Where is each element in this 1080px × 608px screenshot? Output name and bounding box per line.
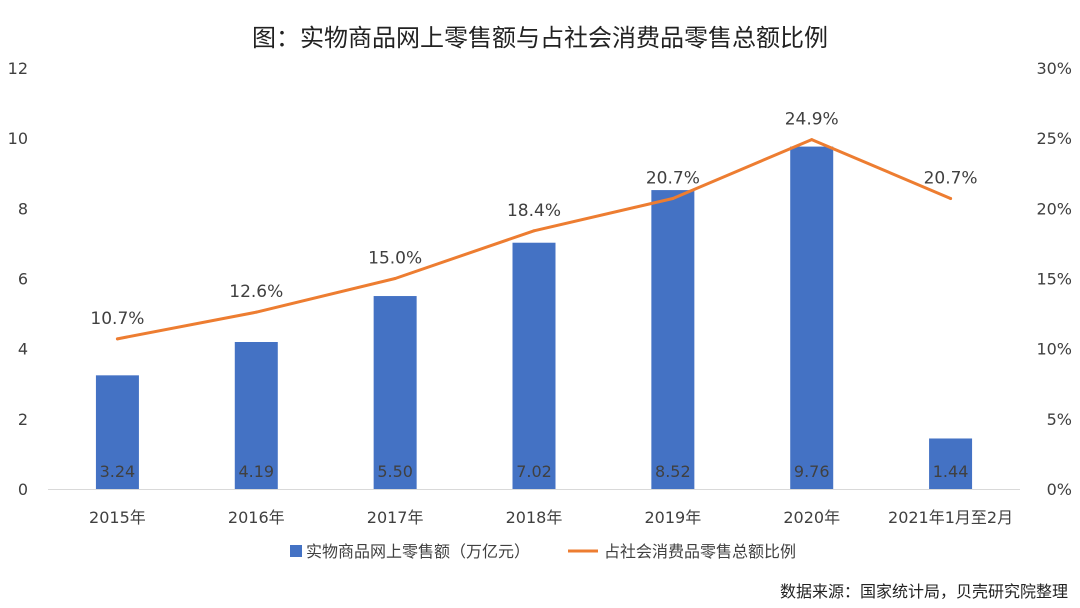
line-point [115, 337, 119, 341]
y-right-tick-label: 10% [1036, 340, 1072, 359]
bar [373, 296, 417, 489]
bar-value-label: 5.50 [377, 462, 413, 481]
bar-value-label: 4.19 [238, 462, 274, 481]
y-left-tick-label: 8 [18, 199, 28, 218]
y-left-tick-label: 0 [18, 480, 28, 499]
bar-value-label: 9.76 [794, 462, 830, 481]
bar [234, 342, 278, 489]
line-value-label: 15.0% [368, 249, 422, 269]
x-tick-label: 2016年 [228, 508, 285, 527]
bar-value-label: 1.44 [933, 462, 969, 481]
y-right-tick-label: 15% [1036, 270, 1072, 289]
line-point [949, 197, 953, 201]
y-right-tick-label: 20% [1036, 199, 1072, 218]
y-left-tick-label: 12 [8, 59, 28, 78]
x-tick-label: 2018年 [506, 508, 563, 527]
y-left-tick-label: 10 [8, 129, 28, 148]
y-right-tick-label: 5% [1047, 410, 1072, 429]
axis-layer: 0 2 4 6 8 10 12 0% 5% 10% 15% 20% 25% 30% 2015年 2016年 20… [8, 59, 1072, 527]
bar-layer: 3.24 4.19 5.50 7.02 8.52 9.76 1.44 [95, 146, 973, 489]
bar [512, 242, 556, 489]
line-point [254, 310, 258, 314]
x-tick-label: 2020年 [783, 508, 840, 527]
y-left-tick-label: 4 [18, 340, 28, 359]
bar [790, 146, 834, 489]
line-value-label: 10.7% [90, 309, 144, 329]
line-layer: 10.7% 12.6% 15.0% 18.4% 20.7% 24.9% 20.7% [90, 110, 978, 341]
bar-value-label: 8.52 [655, 462, 691, 481]
chart-title: 图：实物商品网上零售额与占社会消费品零售总额比例 [252, 24, 828, 52]
x-tick-label: 2015年 [89, 508, 146, 527]
line-value-label: 20.7% [924, 169, 978, 189]
x-tick-label: 2021年1月至2月 [888, 508, 1013, 527]
line-value-label: 12.6% [229, 282, 283, 302]
line-point [671, 197, 675, 201]
bar-value-label: 7.02 [516, 462, 552, 481]
line-value-label: 18.4% [507, 201, 561, 221]
legend-swatch-bar [290, 545, 302, 557]
line-point [393, 277, 397, 280]
y-right-tick-label: 25% [1036, 129, 1072, 148]
line-value-label: 24.9% [785, 110, 839, 130]
line-point [810, 138, 814, 142]
bar [95, 375, 139, 489]
y-left-tick-label: 2 [18, 410, 28, 429]
bar [651, 190, 695, 489]
y-right-tick-label: 30% [1036, 59, 1072, 78]
bar [929, 438, 973, 489]
x-tick-label: 2019年 [644, 508, 701, 527]
legend: 实物商品网上零售额（万亿元） 占社会消费品零售总额比例 [290, 542, 796, 561]
y-right-tick-label: 0% [1047, 480, 1072, 499]
bar-value-label: 3.24 [100, 462, 136, 481]
source-note: 数据来源：国家统计局，贝壳研究院整理 [780, 582, 1068, 601]
line-value-label: 20.7% [646, 169, 700, 189]
y-left-tick-label: 6 [18, 270, 28, 289]
x-tick-label: 2017年 [367, 508, 424, 527]
legend-label-bar: 实物商品网上零售额（万亿元） [306, 542, 530, 561]
line-point [532, 229, 536, 233]
legend-label-line: 占社会消费品零售总额比例 [604, 542, 796, 561]
